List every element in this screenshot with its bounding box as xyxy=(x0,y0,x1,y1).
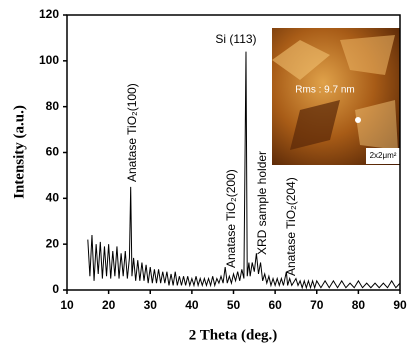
y-tick-label: 40 xyxy=(46,191,60,205)
y-tick-label: 20 xyxy=(46,236,60,250)
peak-annotation: Anatase TiO₂(100) xyxy=(125,83,139,182)
y-axis-title: Intensity (a.u.) xyxy=(11,105,27,199)
x-tick-label: 40 xyxy=(185,298,199,312)
x-tick-label: 30 xyxy=(144,298,158,312)
peak-annotation: Anatase TiO₂(200) xyxy=(224,169,238,268)
x-axis-title: 2 Theta (deg.) xyxy=(189,327,277,343)
y-tick-label: 0 xyxy=(52,282,59,296)
y-tick-label: 80 xyxy=(46,99,60,113)
x-tick-label: 80 xyxy=(352,298,366,312)
inset-rms: Rms : 9.7 nm xyxy=(295,85,354,96)
x-tick-label: 10 xyxy=(60,298,74,312)
y-tick-label: 120 xyxy=(39,7,59,21)
y-tick-label: 60 xyxy=(46,145,60,159)
y-tick-label: 100 xyxy=(39,53,59,67)
x-tick-label: 70 xyxy=(310,298,324,312)
peak-annotation: XRD sample holder xyxy=(255,151,269,255)
x-tick-label: 90 xyxy=(393,298,407,312)
inset-scale: 2x2μm² xyxy=(370,151,397,160)
x-tick-label: 50 xyxy=(227,298,241,312)
inset-image xyxy=(272,28,400,165)
x-tick-label: 20 xyxy=(102,298,116,312)
x-tick-label: 60 xyxy=(268,298,282,312)
peak-annotation: Si (113) xyxy=(215,32,256,46)
peak-annotation: Anatase TiO₂(204) xyxy=(284,177,298,276)
chart: Rms : 9.7 nm 2x2μm² Intensity (a.u.) 2 T… xyxy=(0,0,410,345)
